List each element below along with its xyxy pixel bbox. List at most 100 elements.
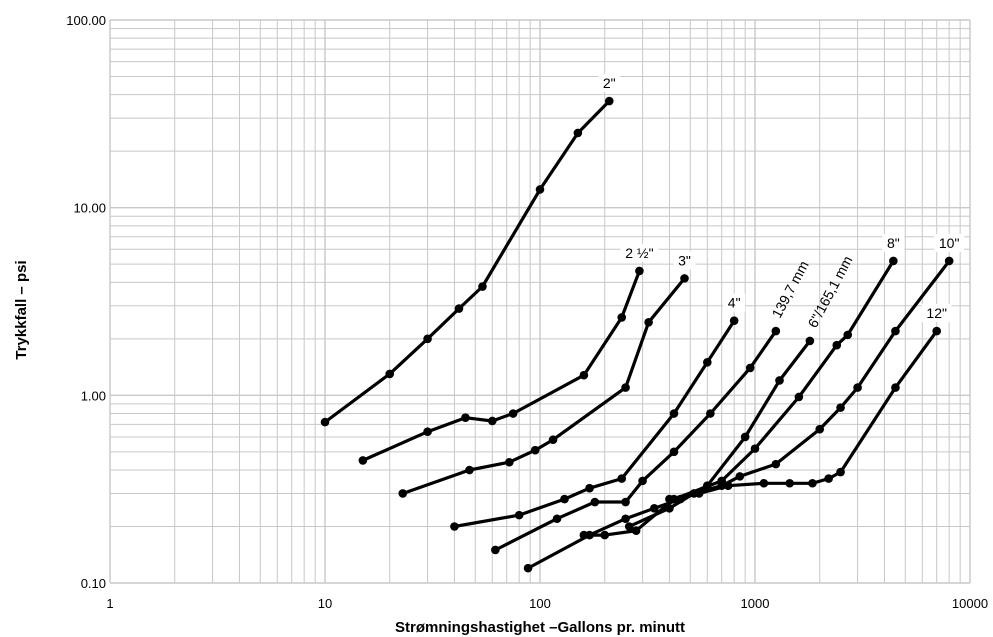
data-point: [680, 274, 689, 283]
data-point: [450, 522, 459, 531]
series-label: 6"/165,1 mm: [804, 253, 855, 330]
data-point: [805, 336, 815, 346]
series-label-background: [934, 233, 965, 252]
series-line: [401, 276, 687, 496]
series-label: 2 ½": [625, 245, 653, 261]
y-axis-title: Trykkfall – psi: [13, 260, 30, 359]
data-point: [785, 478, 794, 488]
data-point: [771, 326, 781, 336]
data-point: [635, 266, 644, 276]
data-point: [465, 465, 474, 475]
series-label-background: [598, 74, 621, 93]
data-point: [590, 497, 600, 507]
series-points: [320, 96, 954, 573]
data-point: [649, 504, 659, 513]
data-point: [573, 128, 583, 138]
data-point: [621, 514, 630, 524]
x-tick-labels: 1 10 100 1000 10000: [106, 596, 988, 611]
data-point: [423, 427, 432, 437]
data-point: [676, 494, 685, 504]
data-point: [604, 96, 614, 106]
data-point: [891, 326, 900, 336]
data-point: [771, 459, 781, 469]
data-point: [944, 256, 954, 266]
y-tick-label: 0.10: [81, 576, 106, 591]
data-point: [552, 514, 562, 524]
data-point: [585, 483, 594, 493]
x-tick-label: 100: [529, 596, 551, 611]
series-label: 12": [926, 305, 947, 321]
series-label-background: [723, 293, 746, 312]
data-point: [579, 530, 589, 540]
data-point: [703, 357, 712, 367]
data-point: [491, 545, 500, 555]
y-tick-labels: 0.10 1.00 10.00 100.00: [66, 13, 106, 591]
data-point: [665, 494, 674, 504]
series-label-background: [921, 304, 952, 323]
data-point: [750, 444, 760, 453]
series-line: [361, 269, 642, 462]
data-point: [423, 334, 432, 344]
data-point: [717, 481, 726, 490]
data-point: [320, 417, 330, 427]
x-tick-label: 1000: [741, 596, 770, 611]
series-label: 3": [678, 252, 691, 268]
series-line: [323, 99, 611, 424]
data-point: [488, 416, 497, 426]
series-line: [582, 259, 895, 537]
data-point: [665, 504, 674, 513]
data-point: [794, 392, 804, 402]
x-tick-label: 10: [318, 596, 332, 611]
data-point: [523, 563, 533, 573]
data-point: [808, 478, 817, 488]
data-point: [932, 326, 941, 336]
x-tick-label: 1: [106, 596, 113, 611]
data-point: [398, 489, 408, 498]
data-point: [815, 424, 825, 434]
data-point: [621, 383, 630, 392]
data-point: [631, 526, 641, 535]
data-point: [638, 476, 647, 486]
data-point: [358, 456, 368, 465]
data-point: [621, 497, 630, 507]
data-point: [624, 522, 634, 531]
x-tick-label: 10000: [952, 596, 988, 611]
y-tick-label: 1.00: [81, 388, 106, 403]
data-point: [530, 445, 540, 455]
data-point: [617, 313, 627, 322]
series-lines: [323, 99, 951, 570]
data-point: [889, 256, 898, 266]
data-point: [508, 409, 518, 418]
series-label-background: [673, 251, 696, 270]
data-point: [706, 409, 715, 418]
data-point: [514, 510, 524, 520]
data-point: [729, 316, 739, 325]
data-point: [759, 478, 769, 488]
data-point: [548, 435, 558, 445]
data-point: [832, 340, 842, 350]
data-point: [735, 472, 745, 481]
data-point: [843, 330, 853, 340]
data-point: [461, 413, 470, 423]
data-point: [454, 304, 464, 313]
series-line: [452, 319, 736, 529]
data-point: [535, 185, 545, 194]
data-point: [505, 457, 514, 467]
y-tick-label: 100.00: [66, 13, 106, 28]
data-point: [478, 282, 487, 291]
data-point: [824, 474, 833, 483]
data-point: [385, 369, 395, 379]
series-label: 139,7 mm: [768, 258, 811, 320]
series-label-background: [882, 233, 905, 252]
series-label: 10": [939, 235, 960, 251]
data-point: [723, 481, 733, 490]
grid: [109, 19, 971, 584]
data-point: [891, 383, 900, 392]
data-point: [853, 383, 862, 392]
series-label: 4": [728, 295, 741, 311]
data-point: [745, 363, 755, 373]
data-point: [600, 530, 610, 540]
series-labels: 2" 2 ½" 3" 4" 139,7 mm6"/165,1 mm 8" 10" 12": [598, 74, 965, 330]
data-point: [560, 494, 569, 504]
